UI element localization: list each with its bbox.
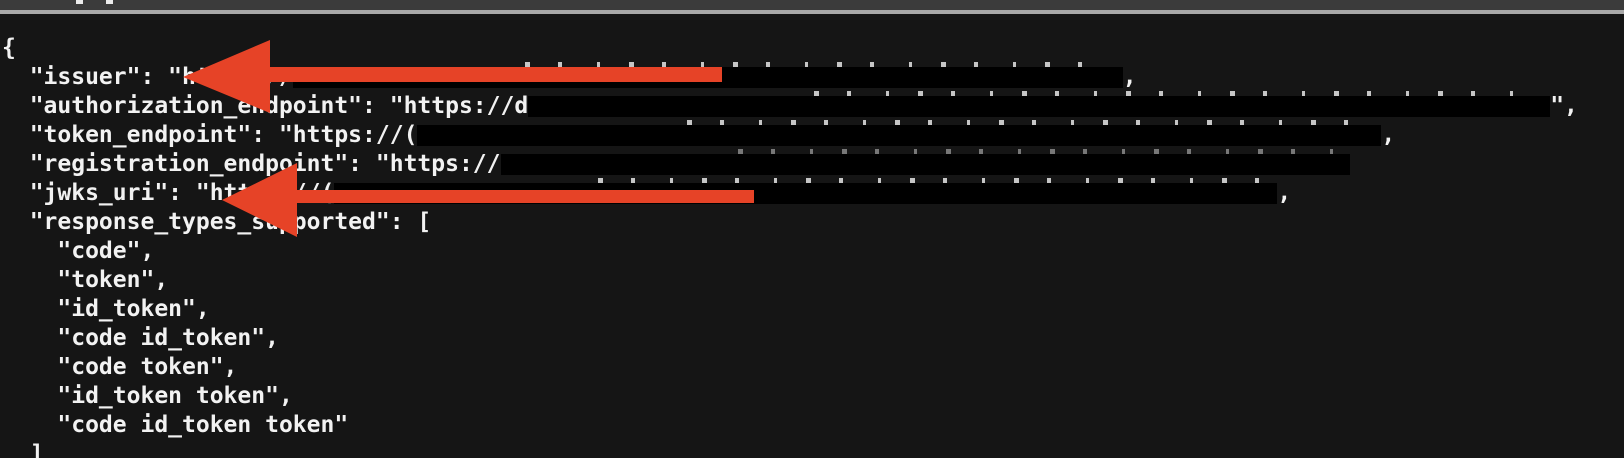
json-text: , [1277, 180, 1292, 206]
json-text: , [1122, 64, 1137, 90]
code-line-response-type: "code token", [2, 353, 1624, 382]
redaction-bar [334, 178, 1278, 204]
code-line-token-endpoint: "token_endpoint": "https://(, [2, 120, 1624, 150]
code-line-response-type: "code id_token token" [2, 411, 1624, 440]
redaction-bar [417, 120, 1382, 146]
terminal-output[interactable]: { "issuer": "https://, "authorization_en… [0, 14, 1624, 458]
code-line-close-bracket: ] [2, 440, 1624, 458]
json-text: "jwks_uri": "https://( [2, 180, 335, 206]
json-text: "code", [2, 238, 155, 264]
json-text: "id_token token", [2, 383, 293, 409]
redaction-bar [528, 91, 1551, 117]
json-text: ] [2, 441, 44, 458]
json-text: , [1381, 122, 1396, 148]
json-text: "token", [2, 267, 169, 293]
json-text: "code token", [2, 354, 238, 380]
window-chrome-strip [0, 0, 1624, 10]
json-text: { [2, 35, 16, 61]
code-line-response-types-key: "response_types_supported": [ [2, 208, 1624, 237]
redaction-bar [292, 62, 1123, 88]
code-line-response-type: "id_token", [2, 295, 1624, 324]
code-line-jwks-uri: "jwks_uri": "https://(, [2, 178, 1624, 208]
json-text: "code id_token token" [2, 412, 349, 438]
json-text: "code id_token", [2, 325, 279, 351]
json-text: "registration_endpoint": "https:// [2, 151, 501, 177]
code-line-response-type: "code", [2, 237, 1624, 266]
json-text: "authorization_endpoint": "https://d [2, 93, 529, 119]
code-line-response-type: "id_token token", [2, 382, 1624, 411]
code-line-authorization-endpoint: "authorization_endpoint": "https://d ", [2, 91, 1624, 121]
cutoff-text-remnant [76, 0, 83, 4]
code-line-registration-endpoint: "registration_endpoint": "https:// [2, 149, 1624, 179]
code-line-response-type: "token", [2, 266, 1624, 295]
json-text: "response_types_supported": [ [2, 209, 432, 235]
redaction-bar [500, 149, 1350, 175]
json-text: "id_token", [2, 296, 210, 322]
window-divider [0, 10, 1624, 14]
json-text: "token_endpoint": "https://( [2, 122, 418, 148]
cutoff-text-remnant [106, 0, 113, 4]
code-line-response-type: "code id_token", [2, 324, 1624, 353]
json-text: "issuer": "https:// [2, 64, 293, 90]
code-line-issuer: "issuer": "https://, [2, 62, 1624, 92]
json-text: ", [1550, 93, 1578, 119]
code-line-open-brace: { [2, 34, 1624, 63]
